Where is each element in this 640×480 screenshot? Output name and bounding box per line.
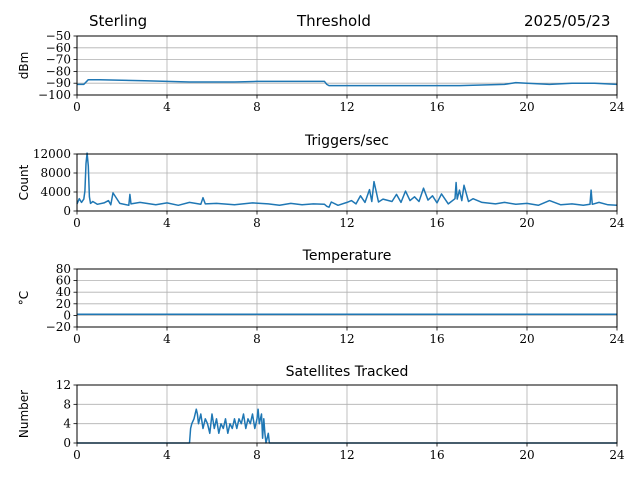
x-tick-label: 20	[519, 100, 534, 114]
y-tick-label: 4	[63, 417, 71, 431]
site-name: Sterling	[89, 12, 148, 30]
x-tick-label: 4	[163, 332, 171, 346]
y-axis-label: Count	[17, 164, 31, 200]
y-tick-label: −100	[38, 88, 71, 102]
x-tick-label: 12	[339, 448, 354, 462]
y-tick-label: 12000	[33, 147, 71, 161]
y-tick-label: 4000	[40, 185, 71, 199]
y-tick-label: 12	[56, 378, 71, 392]
x-tick-label: 0	[73, 100, 81, 114]
x-tick-label: 12	[339, 332, 354, 346]
x-tick-label: 12	[339, 216, 354, 230]
x-tick-label: 4	[163, 448, 171, 462]
x-tick-label: 0	[73, 332, 81, 346]
panel-title: Satellites Tracked	[286, 364, 409, 380]
y-axis-label: Number	[17, 390, 31, 438]
y-tick-label: −50	[46, 29, 71, 43]
x-tick-label: 20	[519, 448, 534, 462]
x-tick-label: 24	[609, 448, 625, 462]
y-tick-label: 60	[56, 274, 71, 288]
y-tick-label: −60	[46, 41, 71, 55]
x-tick-label: 20	[519, 332, 534, 346]
x-tick-label: 0	[73, 448, 81, 462]
x-tick-label: 8	[253, 100, 261, 114]
x-tick-label: 24	[609, 216, 625, 230]
x-tick-label: 8	[253, 332, 261, 346]
y-tick-label: 8	[63, 397, 71, 411]
y-tick-label: −70	[46, 53, 71, 67]
x-tick-label: 16	[429, 100, 444, 114]
x-tick-label: 0	[73, 216, 81, 230]
chart-title: Threshold	[297, 12, 371, 30]
x-tick-label: 16	[429, 448, 444, 462]
y-tick-label: 40	[56, 285, 71, 299]
x-tick-label: 24	[609, 332, 625, 346]
y-tick-label: 0	[63, 436, 71, 450]
y-tick-label: −90	[46, 76, 71, 90]
x-tick-label: 8	[253, 448, 261, 462]
y-tick-label: 80	[56, 262, 71, 276]
y-tick-label: −20	[46, 320, 71, 334]
series-line	[77, 78, 618, 87]
x-tick-label: 12	[339, 100, 354, 114]
series-line	[77, 408, 617, 444]
panel-title: Temperature	[302, 248, 392, 264]
y-tick-label: 8000	[40, 166, 71, 180]
x-tick-label: 16	[429, 216, 444, 230]
x-tick-label: 8	[253, 216, 261, 230]
y-tick-label: 0	[63, 204, 71, 218]
date-label: 2025/05/23	[524, 12, 611, 30]
y-tick-label: 20	[56, 297, 71, 311]
y-tick-label: −80	[46, 64, 71, 78]
y-axis-label: °C	[17, 291, 31, 305]
x-tick-label: 16	[429, 332, 444, 346]
x-tick-label: 20	[519, 216, 534, 230]
series-line	[76, 152, 618, 208]
x-tick-label: 4	[163, 216, 171, 230]
y-tick-label: 0	[63, 308, 71, 322]
y-axis-label: dBm	[17, 52, 31, 80]
x-tick-label: 24	[609, 100, 625, 114]
panel-title: Triggers/sec	[304, 133, 389, 149]
x-tick-label: 4	[163, 100, 171, 114]
